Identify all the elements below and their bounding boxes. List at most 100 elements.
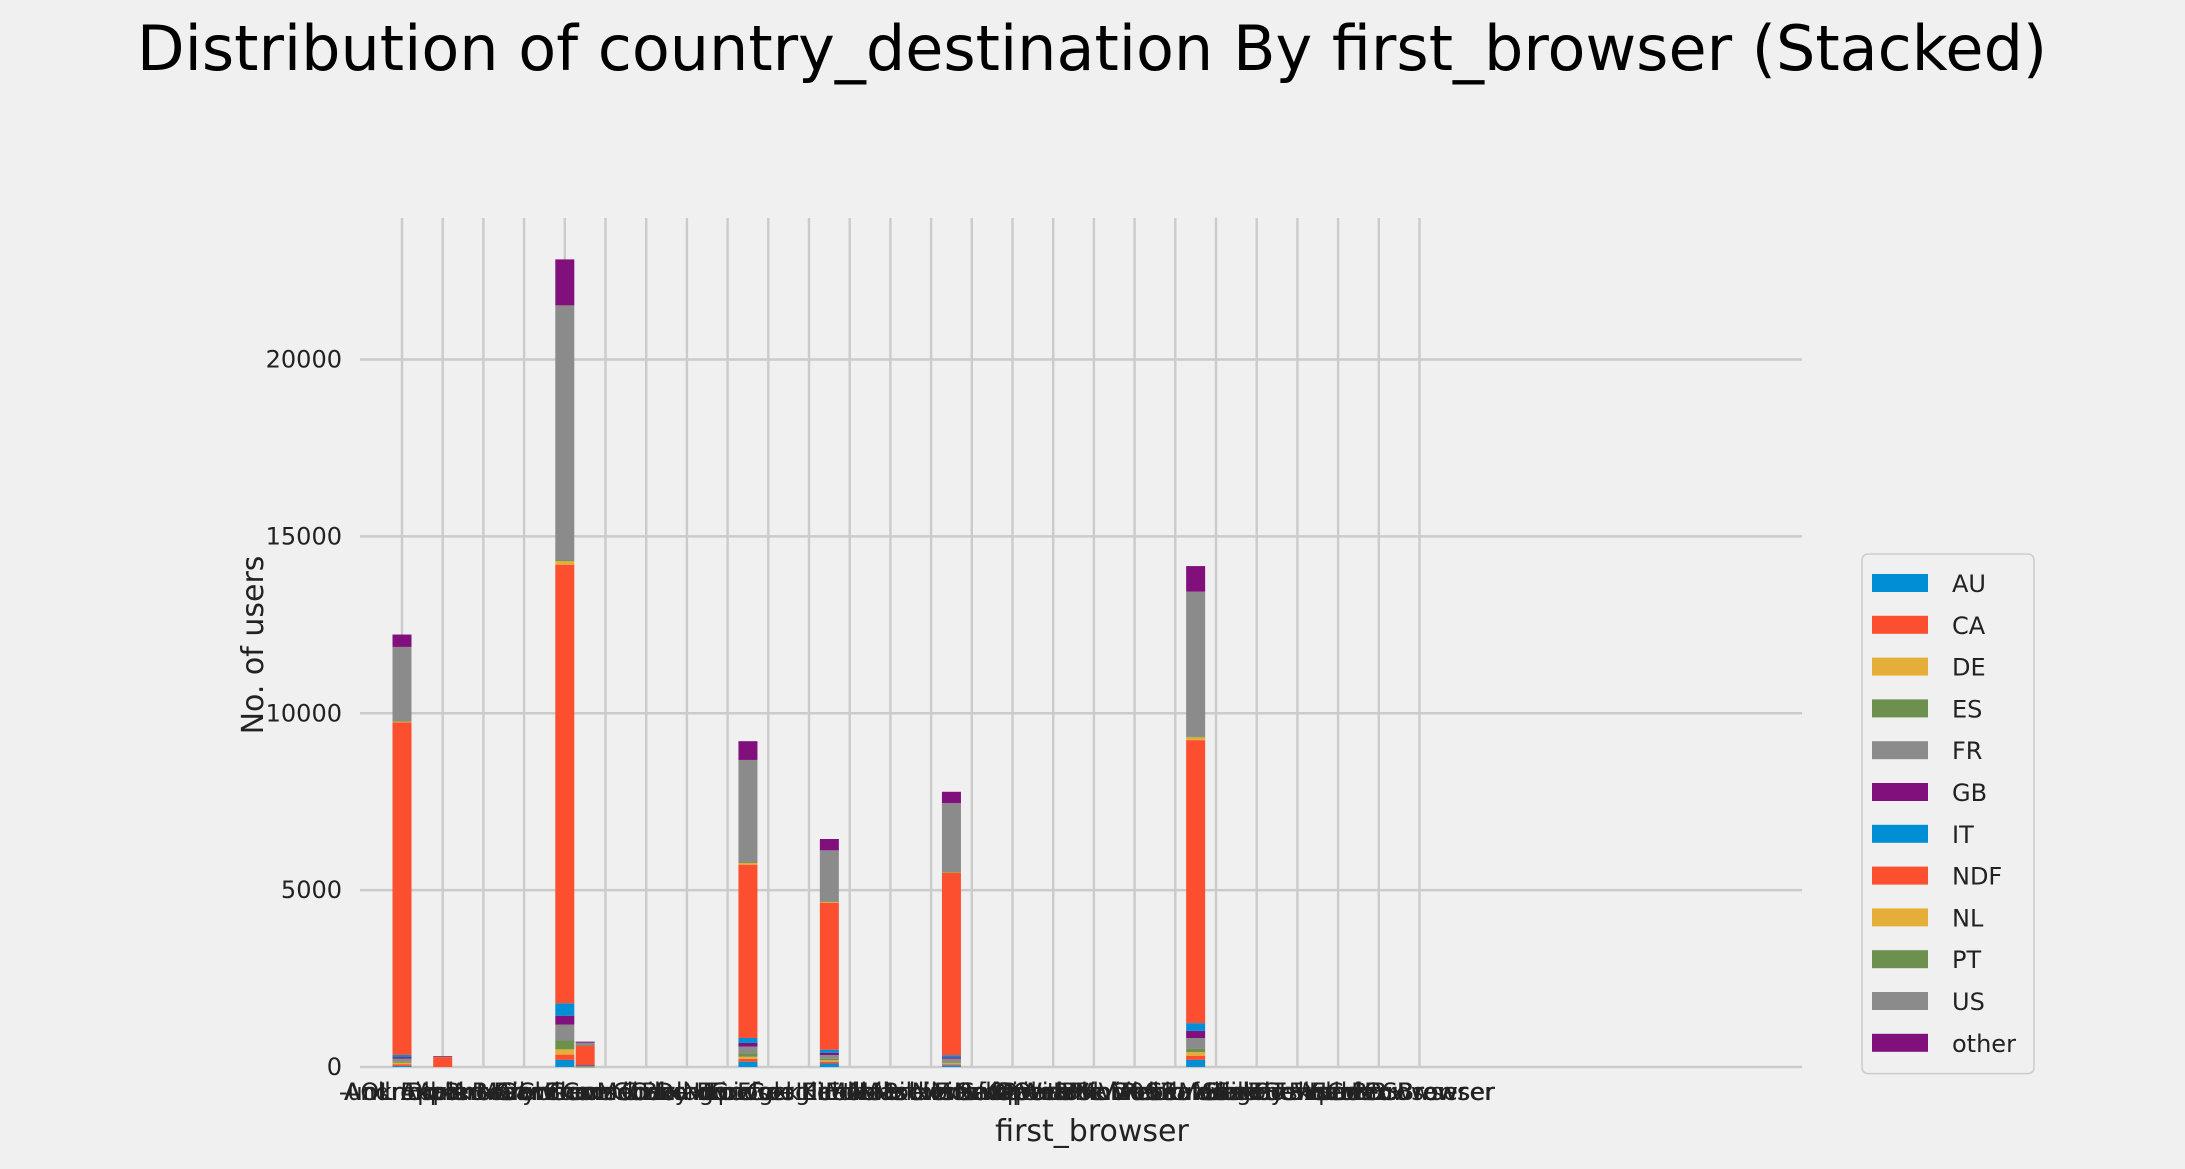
bar-segment-pt bbox=[555, 560, 575, 562]
x-tick-label: Silk bbox=[1215, 1078, 1258, 1106]
bar-segment-us bbox=[1186, 591, 1206, 737]
y-tick-label: 0 bbox=[327, 1053, 342, 1081]
bar-segment-gb bbox=[392, 1057, 412, 1059]
bar-segment-fr bbox=[738, 1046, 758, 1054]
x-tick-label: Iceweasel bbox=[811, 1078, 929, 1106]
legend-label-gb: GB bbox=[1952, 779, 1987, 807]
bar-segment-fr bbox=[392, 1058, 412, 1062]
bar-segment-other bbox=[575, 1041, 595, 1043]
bar-segment-au bbox=[738, 1061, 758, 1067]
y-tick-label: 15000 bbox=[266, 522, 342, 550]
x-tick-label: Googlebot bbox=[747, 1078, 871, 1106]
x-tick-label: Apple Mail bbox=[401, 1078, 526, 1106]
bar-segment-de bbox=[819, 1060, 839, 1062]
bar-segment-other bbox=[941, 791, 961, 804]
x-tick-label: SlimBrowser bbox=[1202, 1078, 1351, 1106]
x-tick-label: Avant Browser bbox=[417, 1078, 591, 1106]
x-tick-label: Mozilla bbox=[930, 1078, 1013, 1106]
bar-segment-ca bbox=[738, 1058, 758, 1062]
bar-segment-nl bbox=[555, 561, 575, 565]
bar-segment-es bbox=[819, 1058, 839, 1061]
legend-swatch-es bbox=[1872, 699, 1928, 718]
bar-segment-other bbox=[1186, 566, 1206, 592]
bar-segment-au bbox=[392, 1065, 412, 1067]
legend-swatch-nl bbox=[1872, 908, 1928, 927]
x-tick-label: Android Browser bbox=[344, 1078, 542, 1106]
x-tick-label: Maxthon bbox=[859, 1078, 963, 1106]
bar-segment-ca bbox=[941, 1064, 961, 1066]
x-tick-label: IE bbox=[818, 1078, 840, 1106]
x-tick-label: OmniWeb bbox=[954, 1078, 1070, 1106]
bar-segment-pt bbox=[738, 862, 758, 864]
bar-segment-es bbox=[392, 1061, 412, 1063]
bar-segment-es bbox=[1186, 1048, 1206, 1053]
bar-segment-au bbox=[555, 1059, 575, 1067]
bar-segment-us bbox=[575, 1042, 595, 1046]
bar-segment-us bbox=[941, 803, 961, 873]
bar-segment-it bbox=[738, 1037, 758, 1043]
legend-swatch-other bbox=[1872, 1033, 1928, 1052]
bar-segment-it bbox=[555, 1003, 575, 1016]
bar-segment-ndf bbox=[1186, 740, 1206, 1024]
bar-segment-fr bbox=[941, 1058, 961, 1063]
bar-segment-ca bbox=[555, 1054, 575, 1060]
bar-segment-es bbox=[555, 1040, 575, 1050]
bars-layer bbox=[392, 259, 1206, 1068]
bar-segment-ndf bbox=[819, 902, 839, 1050]
bar-segment-fr bbox=[1186, 1037, 1206, 1049]
x-tick-label: Palm Pre web browser bbox=[1002, 1078, 1267, 1106]
x-tick-label: Arora bbox=[451, 1078, 516, 1106]
legend-swatch-de bbox=[1872, 657, 1928, 676]
bar-segment-ndf bbox=[738, 864, 758, 1038]
bar-segment-ca bbox=[392, 1064, 412, 1066]
x-tick-label: Opera Mini bbox=[988, 1078, 1118, 1106]
bar-segment-us bbox=[433, 1056, 453, 1058]
x-tick-label: Mobile Safari bbox=[873, 1078, 1029, 1106]
x-tick-label: Firefox bbox=[708, 1078, 787, 1106]
x-tick-label: Epic bbox=[702, 1078, 752, 1106]
legend-label-nl: NL bbox=[1952, 904, 1984, 932]
bar-segment-ndf bbox=[575, 1045, 595, 1066]
x-tick-label: Chrome bbox=[518, 1078, 612, 1106]
x-tick-label: AOL Explorer bbox=[344, 1078, 500, 1106]
bar-segment-other bbox=[738, 741, 758, 760]
legend-label-it: IT bbox=[1952, 821, 1974, 849]
x-tick-label: BlackBerry Browser bbox=[407, 1078, 642, 1106]
bar-segment-gb bbox=[941, 1057, 961, 1059]
legend-label-us: US bbox=[1952, 988, 1985, 1016]
y-tick-labels: 0 5000 10000 15000 20000 bbox=[266, 346, 342, 1082]
bar-segment-gb bbox=[738, 1042, 758, 1047]
bar-segment-pt bbox=[941, 872, 961, 873]
bar-segment-it bbox=[819, 1049, 839, 1053]
bar-segment-other bbox=[819, 839, 839, 851]
bar-segment-fr bbox=[819, 1054, 839, 1059]
x-tick-label: Sogou Explorer bbox=[1206, 1078, 1389, 1106]
bar-segment-us bbox=[392, 646, 412, 722]
x-tick-label: PS Vita browser bbox=[1061, 1078, 1249, 1106]
legend-label-es: ES bbox=[1952, 695, 1982, 723]
y-tick-label: 10000 bbox=[266, 699, 342, 727]
bar-segment-gb bbox=[555, 1015, 575, 1025]
x-axis-label: first_browser bbox=[995, 1114, 1189, 1149]
x-tick-label: Pale Moon bbox=[1053, 1078, 1175, 1106]
x-tick-label: IE Mobile bbox=[795, 1078, 904, 1106]
bar-segment-us bbox=[738, 759, 758, 863]
bar-segment-ndf bbox=[392, 722, 412, 1055]
bar-segment-pt bbox=[392, 721, 412, 722]
x-tick-label: TheWorld Browser bbox=[1248, 1078, 1467, 1106]
bar-segment-gb bbox=[1186, 1030, 1206, 1038]
legend-label-ndf: NDF bbox=[1952, 863, 2002, 891]
bar-segment-nl bbox=[392, 721, 412, 723]
bar-segment-ndf bbox=[941, 872, 961, 1056]
bar-segment-other bbox=[392, 634, 412, 647]
bar-segment-gb bbox=[575, 1065, 595, 1066]
legend-label-fr: FR bbox=[1952, 737, 1982, 765]
legend-swatch-pt bbox=[1872, 950, 1928, 969]
x-tick-label: SeaMonkey bbox=[1147, 1078, 1284, 1106]
legend-label-au: AU bbox=[1952, 570, 1986, 598]
bar-segment-pt bbox=[575, 1045, 595, 1047]
bar-segment-de bbox=[738, 1056, 758, 1059]
x-tick-label: Chrome Mobile bbox=[495, 1078, 676, 1106]
